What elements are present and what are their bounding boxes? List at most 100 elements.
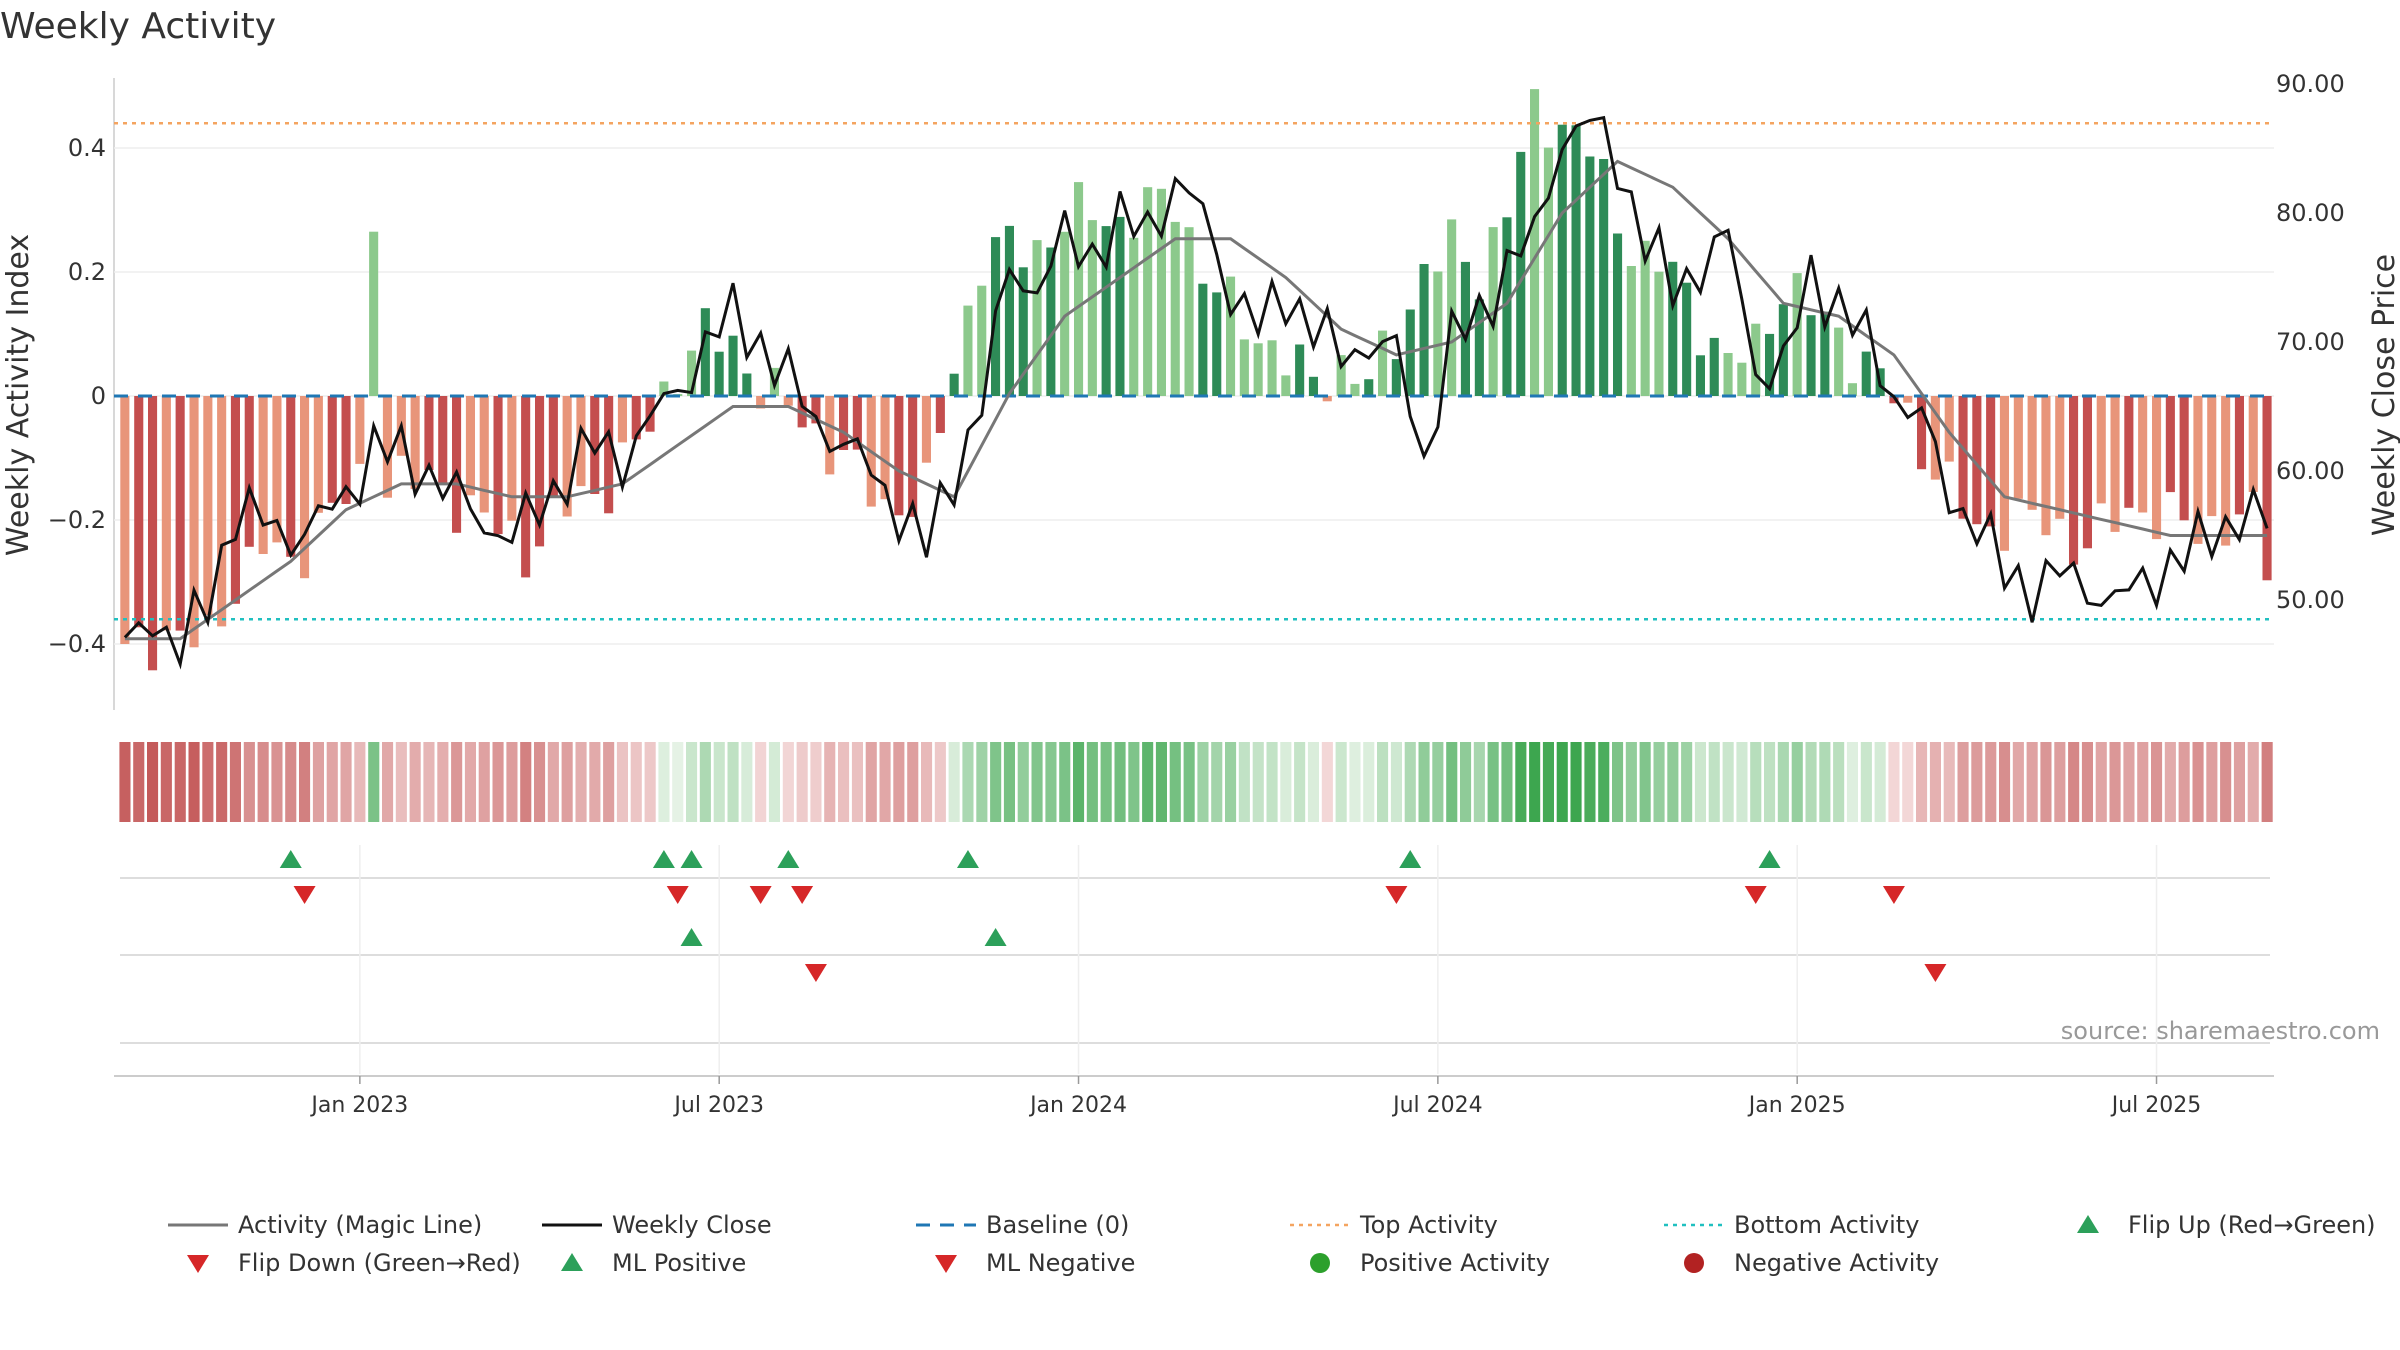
activity-bar [1765, 333, 1775, 396]
x-tick-label: Jul 2025 [2110, 1093, 2202, 1118]
x-axis-ticks: Jan 2023 Jul 2023 Jan 2024 Jul 2024 Jan 2025… [309, 1076, 2201, 1118]
legend-item: Flip Up (Red→Green) [2077, 1211, 2376, 1239]
flip-down-marker [1385, 886, 1408, 904]
heat-cell [520, 742, 532, 822]
activity-bar [341, 396, 351, 504]
activity-bar [493, 396, 503, 535]
left-axis-ticks: 0.4 0.2 0 −0.2 −0.4 [48, 134, 106, 658]
activity-bar [1944, 396, 1954, 462]
heat-cell [1183, 742, 1195, 822]
chart-legend: Activity (Magic Line) Weekly Close Baselin… [168, 1211, 2376, 1277]
heat-cell [589, 742, 601, 822]
heat-cell [2068, 742, 2080, 822]
heat-cell [216, 742, 228, 822]
heat-cell [1363, 742, 1375, 822]
activity-bar [1543, 147, 1553, 396]
activity-bar [1239, 339, 1249, 396]
activity-bar [230, 396, 240, 604]
activity-bar [1516, 151, 1526, 396]
activity-bar [1322, 396, 1332, 402]
heat-cell [1971, 742, 1983, 822]
heat-cell [382, 742, 394, 822]
flip-down-marker [1882, 886, 1905, 904]
heat-cell [1197, 742, 1209, 822]
activity-bar [1695, 355, 1705, 396]
activity-bar [424, 396, 434, 470]
right-axis-ticks: 90.00 80.00 70.00 60.00 50.00 [2276, 70, 2345, 614]
activity-bar [1364, 379, 1374, 396]
heat-cell [2137, 742, 2149, 822]
heat-cell [1570, 742, 1582, 822]
event-markers [279, 850, 1947, 982]
activity-bar [659, 381, 669, 396]
activity-bar [2165, 396, 2175, 493]
heat-cell [1128, 742, 1140, 822]
activity-bar [2179, 396, 2189, 521]
heat-cell [1708, 742, 1720, 822]
activity-bar [1530, 89, 1540, 396]
activity-bar [894, 396, 904, 516]
activity-bar [300, 396, 310, 579]
activity-bar [2124, 396, 2134, 508]
heat-cell [2123, 742, 2135, 822]
heat-cell [1501, 742, 1513, 822]
activity-bar [2262, 396, 2272, 581]
activity-bar [1115, 216, 1125, 396]
flip-down-marker [749, 886, 772, 904]
legend-item: Baseline (0) [916, 1211, 1129, 1239]
activity-bar [120, 396, 130, 644]
activity-bar [1585, 156, 1595, 396]
heat-cell [299, 742, 311, 822]
heat-cell [1335, 742, 1347, 822]
activity-bar [1861, 351, 1871, 396]
right-tick-label: 80.00 [2276, 199, 2345, 227]
activity-bar [1599, 159, 1609, 396]
heat-cell [1377, 742, 1389, 822]
activity-bar [1032, 240, 1042, 396]
legend-label: ML Positive [612, 1249, 746, 1277]
activity-bar [1074, 182, 1084, 396]
activity-bar [148, 396, 158, 671]
heat-cell [1860, 742, 1872, 822]
activity-bar [521, 396, 531, 578]
activity-bar [1046, 247, 1056, 396]
heat-cell [1003, 742, 1015, 822]
flip-down-marker [791, 886, 814, 904]
activity-bar [1613, 233, 1623, 396]
heat-cell [851, 742, 863, 822]
activity-bar [1502, 217, 1512, 396]
activity-bar [2138, 396, 2148, 513]
source-note: source: sharemaestro.com [2061, 1017, 2380, 1045]
heat-cell [1777, 742, 1789, 822]
heat-cell [174, 742, 186, 822]
activity-bar [382, 396, 392, 498]
heat-cell [1017, 742, 1029, 822]
activity-bar [1184, 227, 1194, 396]
right-tick-label: 70.00 [2276, 328, 2345, 356]
heat-cell [492, 742, 504, 822]
activity-bar [465, 396, 475, 496]
activity-bar [2027, 396, 2037, 510]
activity-bar [535, 396, 545, 547]
chart-title: Weekly Activity [0, 6, 276, 47]
activity-bars [120, 89, 2272, 671]
activity-bar [1847, 383, 1857, 396]
heat-cell [1031, 742, 1043, 822]
flip-down-marker [666, 886, 689, 904]
heat-cell [1902, 742, 1914, 822]
flip-up-marker [777, 850, 800, 868]
legend-label: Activity (Magic Line) [238, 1211, 482, 1239]
legend-label: Flip Down (Green→Red) [238, 1249, 521, 1277]
activity-bar [687, 350, 697, 396]
activity-bar [921, 396, 931, 463]
heat-cell [755, 742, 767, 822]
heat-cell [686, 742, 698, 822]
heat-cell [1100, 742, 1112, 822]
ml-positive-marker [680, 928, 703, 946]
activity-bar [1999, 396, 2009, 551]
left-tick-label: −0.4 [48, 630, 106, 658]
heat-cell [534, 742, 546, 822]
legend-swatch [935, 1255, 957, 1273]
heat-cell [451, 742, 463, 822]
heat-cell [1819, 742, 1831, 822]
